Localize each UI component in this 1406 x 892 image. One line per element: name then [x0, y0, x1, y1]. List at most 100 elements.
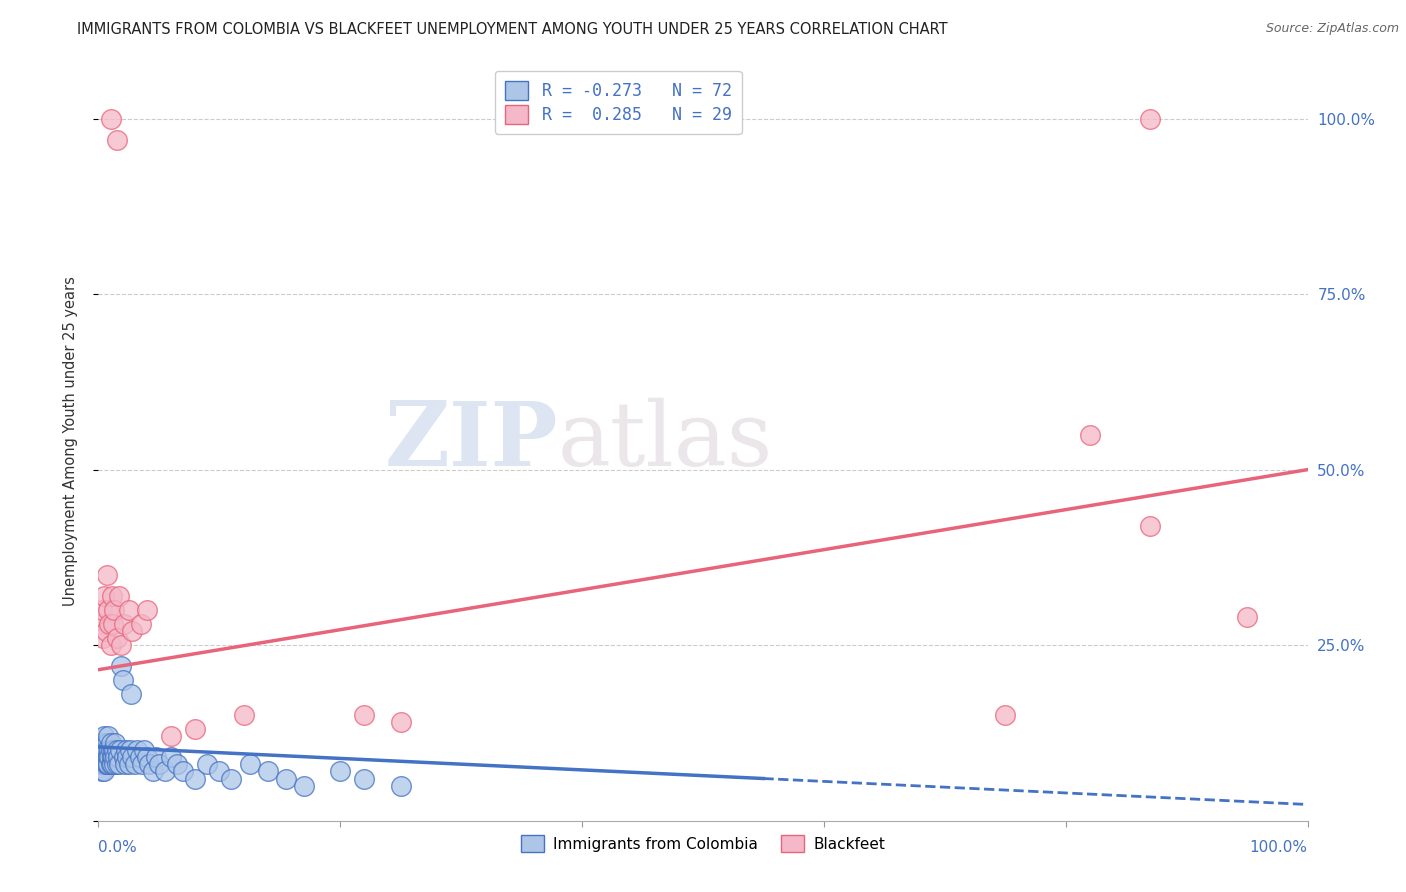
- Point: [103, 603, 125, 617]
- Text: Source: ZipAtlas.com: Source: ZipAtlas.com: [1265, 22, 1399, 36]
- Text: atlas: atlas: [558, 398, 773, 485]
- Point: [94, 624, 117, 639]
- Point: [94, 743, 117, 757]
- Point: [121, 624, 143, 639]
- Point: [101, 617, 124, 632]
- Point: [117, 750, 139, 764]
- Point: [160, 730, 183, 744]
- Point: [138, 757, 160, 772]
- Point: [256, 764, 278, 779]
- Point: [90, 757, 112, 772]
- Point: [93, 589, 115, 603]
- Point: [91, 631, 114, 645]
- Point: [94, 750, 117, 764]
- Point: [100, 757, 122, 772]
- Point: [100, 736, 122, 750]
- Point: [353, 772, 375, 786]
- Point: [91, 736, 114, 750]
- Point: [98, 750, 121, 764]
- Point: [108, 743, 131, 757]
- Point: [91, 743, 114, 757]
- Point: [93, 764, 115, 779]
- Text: 100.0%: 100.0%: [1250, 839, 1308, 855]
- Point: [120, 687, 142, 701]
- Point: [118, 743, 141, 757]
- Point: [98, 743, 121, 757]
- Point: [127, 743, 149, 757]
- Point: [101, 743, 124, 757]
- Text: 0.0%: 0.0%: [98, 839, 138, 855]
- Point: [129, 617, 152, 632]
- Point: [1139, 518, 1161, 533]
- Point: [105, 757, 128, 772]
- Point: [100, 757, 122, 772]
- Point: [91, 603, 114, 617]
- Point: [239, 757, 262, 772]
- Point: [101, 750, 124, 764]
- Point: [100, 750, 122, 764]
- Text: IMMIGRANTS FROM COLOMBIA VS BLACKFEET UNEMPLOYMENT AMONG YOUTH UNDER 25 YEARS CO: IMMIGRANTS FROM COLOMBIA VS BLACKFEET UN…: [77, 22, 948, 37]
- Point: [91, 764, 114, 779]
- Point: [994, 708, 1017, 723]
- Point: [94, 757, 117, 772]
- Point: [124, 757, 146, 772]
- Point: [221, 772, 243, 786]
- Point: [90, 617, 112, 632]
- Point: [96, 736, 118, 750]
- Point: [110, 659, 132, 673]
- Point: [134, 743, 156, 757]
- Point: [100, 589, 122, 603]
- Point: [329, 764, 352, 779]
- Point: [135, 750, 157, 764]
- Point: [128, 750, 150, 764]
- Point: [131, 757, 153, 772]
- Point: [97, 757, 120, 772]
- Point: [103, 743, 125, 757]
- Point: [91, 757, 114, 772]
- Point: [98, 617, 121, 632]
- Point: [104, 750, 127, 764]
- Point: [112, 617, 135, 632]
- Point: [389, 779, 412, 793]
- Point: [91, 750, 114, 764]
- Point: [135, 603, 157, 617]
- Point: [103, 757, 125, 772]
- Point: [97, 603, 120, 617]
- Point: [1236, 610, 1258, 624]
- Point: [118, 603, 141, 617]
- Point: [389, 715, 412, 730]
- Point: [195, 757, 218, 772]
- Point: [145, 750, 167, 764]
- Point: [166, 757, 188, 772]
- Point: [184, 772, 207, 786]
- Point: [292, 779, 315, 793]
- Point: [105, 133, 128, 147]
- Text: ZIP: ZIP: [384, 398, 558, 485]
- Point: [107, 750, 129, 764]
- Point: [97, 750, 120, 764]
- Point: [105, 743, 128, 757]
- Point: [153, 764, 176, 779]
- Point: [160, 750, 183, 764]
- Point: [148, 757, 170, 772]
- Point: [115, 743, 138, 757]
- Point: [96, 757, 118, 772]
- Point: [353, 708, 375, 723]
- Point: [100, 743, 122, 757]
- Point: [208, 764, 231, 779]
- Point: [96, 743, 118, 757]
- Point: [232, 708, 254, 723]
- Point: [184, 723, 207, 737]
- Point: [274, 772, 297, 786]
- Point: [110, 638, 132, 652]
- Point: [118, 757, 141, 772]
- Point: [100, 638, 122, 652]
- Point: [114, 757, 136, 772]
- Point: [108, 757, 131, 772]
- Legend: Immigrants from Colombia, Blackfeet: Immigrants from Colombia, Blackfeet: [515, 829, 891, 858]
- Point: [111, 673, 134, 688]
- Point: [1139, 112, 1161, 126]
- Point: [104, 736, 127, 750]
- Point: [142, 764, 165, 779]
- Point: [96, 568, 118, 582]
